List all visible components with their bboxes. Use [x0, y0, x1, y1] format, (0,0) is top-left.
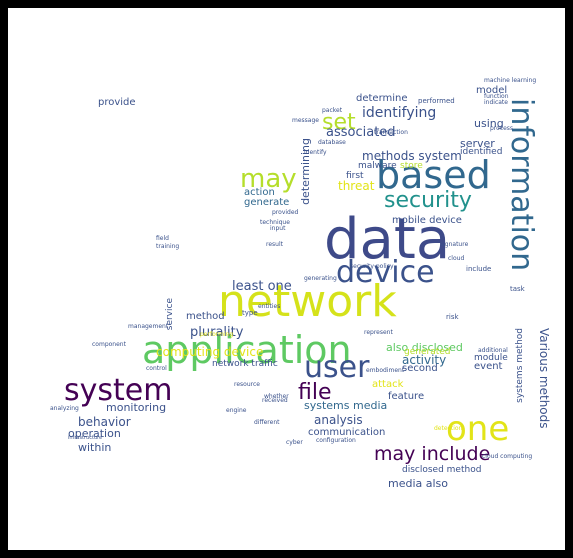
word-systems-media: systems media — [304, 399, 388, 412]
word-also-disclosed: also disclosed — [386, 341, 463, 354]
word-received: received — [262, 397, 288, 404]
word-signature: signature — [440, 241, 469, 248]
word-database: database — [318, 139, 346, 146]
word-malware: malware — [358, 161, 397, 171]
word-based: based — [376, 153, 491, 197]
word-may-include: may include — [374, 443, 491, 465]
word-data: data — [324, 207, 451, 272]
word-engine: engine — [226, 407, 247, 414]
word-device: device — [336, 255, 435, 290]
word-performed: performed — [418, 97, 455, 105]
word-technique: technique — [260, 219, 290, 226]
word-include: include — [466, 265, 492, 273]
word-system: system — [64, 373, 173, 408]
word-cyber: cyber — [286, 439, 303, 446]
word-set: set — [322, 110, 356, 135]
word-may: may — [240, 164, 297, 194]
word-associated: associated — [326, 125, 396, 140]
word-mobile-device: mobile device — [392, 215, 462, 226]
word-resource: resource — [234, 381, 260, 388]
word-computing-device: computing device — [156, 345, 264, 359]
word-provide: provide — [98, 97, 136, 108]
word-behavior: behavior — [78, 415, 131, 429]
word-module: module — [474, 353, 508, 363]
word-generated: generated — [404, 347, 451, 357]
word-infrastructure: infrastructure — [68, 435, 103, 441]
word-application: application — [142, 328, 352, 372]
word-provided: provided — [272, 209, 299, 216]
word-determine: determine — [356, 93, 408, 104]
word-communication: communication — [308, 427, 386, 438]
word-methods-system: methods system — [362, 149, 462, 163]
word-cloud: cloud — [448, 255, 465, 262]
word-process: process — [490, 125, 514, 132]
word-activity: activity — [402, 353, 447, 367]
word-performing: performing — [200, 331, 234, 338]
word-cloud-computing: cloud computing — [482, 453, 533, 460]
word-message: message — [292, 117, 319, 124]
word-risk: risk — [446, 313, 459, 321]
word-store: store — [400, 161, 423, 171]
word-attack: attack — [372, 379, 404, 390]
word-security: security — [384, 188, 472, 213]
word-different: different — [254, 419, 280, 426]
word-cloud-canvas: network data application based informati… — [8, 8, 565, 550]
word-information: information — [504, 98, 539, 272]
word-control: control — [146, 365, 167, 372]
word-type: type — [242, 309, 258, 317]
word-machine-learning: machine learning — [484, 77, 537, 84]
word-systems-method: systems method — [515, 328, 525, 403]
word-component: component — [92, 341, 126, 348]
word-generate: generate — [244, 197, 290, 208]
word-within: within — [78, 441, 112, 454]
word-first: first — [346, 171, 364, 181]
word-event: event — [474, 361, 503, 372]
word-identify: identify — [304, 149, 327, 156]
word-operation: operation — [68, 427, 121, 440]
word-input: input — [270, 225, 286, 232]
word-transaction: transaction — [374, 129, 408, 136]
word-network: network — [218, 276, 397, 327]
word-file: file — [298, 380, 332, 405]
word-analyzing: analyzing — [50, 405, 79, 412]
word-configuration: configuration — [316, 437, 356, 444]
word-entities: entities — [258, 303, 281, 310]
word-task: task — [510, 285, 525, 293]
word-result: result — [266, 241, 283, 248]
word-represent: represent — [364, 329, 393, 336]
word-model: model — [476, 85, 508, 96]
word-network-traffic: network traffic — [212, 359, 278, 369]
word-user: user — [304, 350, 370, 385]
word-action: action — [244, 187, 275, 198]
word-generating: generating — [304, 275, 337, 282]
word-indicate: indicate — [484, 99, 508, 106]
word-detection: detection — [434, 425, 463, 432]
word-analysis: analysis — [314, 413, 363, 427]
word-second: second — [402, 363, 438, 374]
word-identifying: identifying — [362, 105, 437, 121]
word-packet: packet — [322, 107, 343, 114]
word-management: management — [128, 323, 169, 330]
word-method: method — [186, 311, 225, 322]
word-one: one — [446, 409, 510, 449]
word-disclosed-method: disclosed method — [402, 465, 482, 475]
word-training: training — [156, 243, 180, 250]
word-server: server — [460, 137, 495, 150]
word-field: field — [156, 235, 169, 242]
word-various-methods: Various methods — [537, 328, 551, 429]
word-identified: identified — [460, 147, 503, 157]
word-function: function — [484, 93, 509, 100]
word-plurality: plurality — [190, 325, 244, 340]
word-security-policy: security policy — [350, 263, 394, 270]
word-feature: feature — [388, 391, 425, 402]
word-embodiment: embodiment — [366, 367, 405, 374]
word-whether: whether — [264, 393, 289, 400]
word-additional: additional — [478, 347, 508, 354]
word-monitoring: monitoring — [106, 401, 167, 414]
word-media-also: media also — [388, 477, 449, 490]
word-using: using — [474, 117, 504, 130]
word-threat: threat — [338, 179, 375, 193]
word-least-one: least one — [232, 279, 292, 294]
